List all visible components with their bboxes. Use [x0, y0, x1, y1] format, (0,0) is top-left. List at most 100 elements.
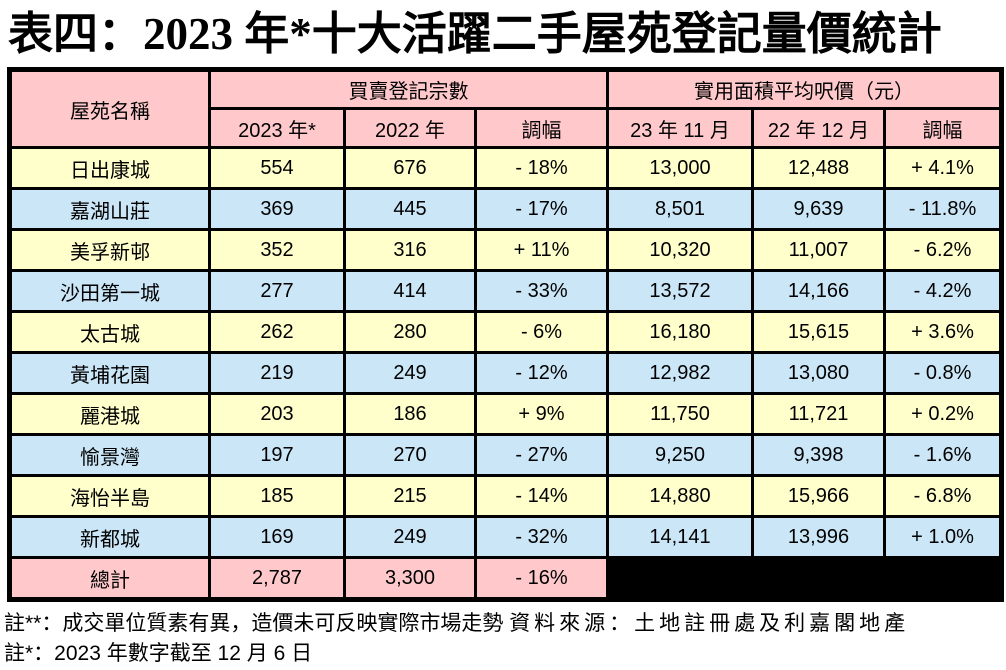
reg-2023: 185 [208, 474, 346, 518]
reg-change: - 27% [474, 433, 609, 477]
column-header-2022: 2022 年 [343, 107, 477, 149]
reg-2022: 445 [343, 187, 477, 231]
price-dec22: 14,166 [751, 269, 886, 313]
reg-change: - 33% [474, 269, 609, 313]
estate-name: 日出康城 [8, 146, 211, 190]
column-header-change-reg: 調幅 [474, 107, 609, 149]
price-dec22: 15,966 [751, 474, 886, 518]
total-price-blank-cell [605, 556, 1004, 601]
estate-name: 黃埔花園 [8, 351, 211, 395]
column-group-registrations: 買賣登記宗數 [208, 68, 609, 110]
reg-2022: 270 [343, 433, 477, 477]
reg-change: - 12% [474, 351, 609, 395]
total-reg-2022: 3,300 [343, 556, 477, 601]
reg-change: - 18% [474, 146, 609, 190]
reg-2023: 277 [208, 269, 346, 313]
reg-2022: 676 [343, 146, 477, 190]
table-row: 日出康城 554 676 - 18% 13,000 12,488 + 4.1% [8, 146, 1004, 190]
price-change: - 11.8% [882, 187, 1004, 231]
total-label: 總計 [8, 556, 211, 601]
table-row: 海怡半島 185 215 - 14% 14,880 15,966 - 6.8% [8, 474, 1004, 518]
reg-change: - 14% [474, 474, 609, 518]
price-dec22: 11,007 [751, 228, 886, 272]
reg-change: - 17% [474, 187, 609, 231]
reg-2022: 280 [343, 310, 477, 354]
price-change: - 4.2% [882, 269, 1004, 313]
reg-change: - 32% [474, 515, 609, 559]
total-row: 總計 2,787 3,300 - 16% [8, 556, 1004, 601]
column-header-dec22: 22 年 12 月 [751, 107, 886, 149]
estate-name: 沙田第一城 [8, 269, 211, 313]
reg-change: + 11% [474, 228, 609, 272]
reg-2022: 186 [343, 392, 477, 436]
price-nov23: 8,501 [606, 187, 754, 231]
table-row: 沙田第一城 277 414 - 33% 13,572 14,166 - 4.2% [8, 269, 1004, 313]
price-dec22: 12,488 [751, 146, 886, 190]
estate-name: 新都城 [8, 515, 211, 559]
column-header-change-price: 調幅 [882, 107, 1004, 149]
price-nov23: 11,750 [606, 392, 754, 436]
price-dec22: 9,398 [751, 433, 886, 477]
price-nov23: 14,880 [606, 474, 754, 518]
total-reg-2023: 2,787 [208, 556, 346, 601]
data-source-note: 資料來源：土地註冊處及利嘉閣地產 [509, 612, 910, 635]
reg-2023: 197 [208, 433, 346, 477]
reg-2023: 369 [208, 187, 346, 231]
column-header-estate: 屋苑名稱 [8, 68, 211, 149]
price-nov23: 13,572 [606, 269, 754, 313]
table-row: 新都城 169 249 - 32% 14,141 13,996 + 1.0% [8, 515, 1004, 559]
price-dec22: 11,721 [751, 392, 886, 436]
reg-2023: 219 [208, 351, 346, 395]
reg-2022: 249 [343, 351, 477, 395]
price-change: + 4.1% [882, 146, 1004, 190]
total-reg-change: - 16% [474, 556, 609, 601]
price-nov23: 9,250 [606, 433, 754, 477]
header-row-groups: 屋苑名稱 買賣登記宗數 實用面積平均呎價（元） [8, 68, 1004, 149]
reg-change: - 6% [474, 310, 609, 354]
reg-2022: 316 [343, 228, 477, 272]
footnote-line-1: 註**：成交單位質素有異，造價未可反映實際市場走勢 資料來源：土地註冊處及利嘉閣… [4, 609, 1002, 639]
reg-2023: 203 [208, 392, 346, 436]
price-dec22: 13,080 [751, 351, 886, 395]
reg-2023: 169 [208, 515, 346, 559]
price-change: - 0.8% [882, 351, 1004, 395]
table-row: 美孚新邨 352 316 + 11% 10,320 11,007 - 6.2% [8, 228, 1004, 272]
price-nov23: 10,320 [606, 228, 754, 272]
reg-2023: 352 [208, 228, 346, 272]
footnotes: 註**：成交單位質素有異，造價未可反映實際市場走勢 資料來源：土地註冊處及利嘉閣… [0, 602, 1006, 670]
price-dec22: 15,615 [751, 310, 886, 354]
table-row: 黃埔花園 219 249 - 12% 12,982 13,080 - 0.8% [8, 351, 1004, 395]
table-header: 屋苑名稱 買賣登記宗數 實用面積平均呎價（元） 2023 年* 2022 年 調… [8, 68, 1004, 149]
footnote-quality-note: 註**：成交單位質素有異，造價未可反映實際市場走勢 [4, 612, 504, 635]
estate-stats-table: 屋苑名稱 買賣登記宗數 實用面積平均呎價（元） 2023 年* 2022 年 調… [7, 67, 1005, 602]
reg-2023: 554 [208, 146, 346, 190]
price-nov23: 16,180 [606, 310, 754, 354]
table-row: 嘉湖山莊 369 445 - 17% 8,501 9,639 - 11.8% [8, 187, 1004, 231]
price-nov23: 14,141 [606, 515, 754, 559]
reg-2022: 414 [343, 269, 477, 313]
header-row-sub: 2023 年* 2022 年 調幅 23 年 11 月 22 年 12 月 調幅 [10, 107, 1004, 149]
reg-change: + 9% [474, 392, 609, 436]
price-dec22: 9,639 [751, 187, 886, 231]
estate-name: 美孚新邨 [8, 228, 211, 272]
column-header-2023: 2023 年* [208, 107, 346, 149]
estate-name: 麗港城 [8, 392, 211, 436]
estate-name: 愉景灣 [8, 433, 211, 477]
price-nov23: 12,982 [606, 351, 754, 395]
price-change: + 3.6% [882, 310, 1004, 354]
estate-name: 嘉湖山莊 [8, 187, 211, 231]
column-group-price: 實用面積平均呎價（元） [605, 68, 1004, 110]
page-title: 表四：2023 年*十大活躍二手屋苑登記量價統計 [8, 9, 942, 59]
table-row: 太古城 262 280 - 6% 16,180 15,615 + 3.6% [8, 310, 1004, 354]
reg-2023: 262 [208, 310, 346, 354]
price-change: - 1.6% [882, 433, 1004, 477]
price-change: + 0.2% [882, 392, 1004, 436]
reg-2022: 249 [343, 515, 477, 559]
price-nov23: 13,000 [606, 146, 754, 190]
reg-2022: 215 [343, 474, 477, 518]
price-dec22: 13,996 [751, 515, 886, 559]
table-row: 愉景灣 197 270 - 27% 9,250 9,398 - 1.6% [8, 433, 1004, 477]
estate-name: 太古城 [8, 310, 211, 354]
footnote-line-2: 註*：2023 年數字截至 12 月 6 日 [4, 642, 313, 666]
price-change: - 6.2% [882, 228, 1004, 272]
